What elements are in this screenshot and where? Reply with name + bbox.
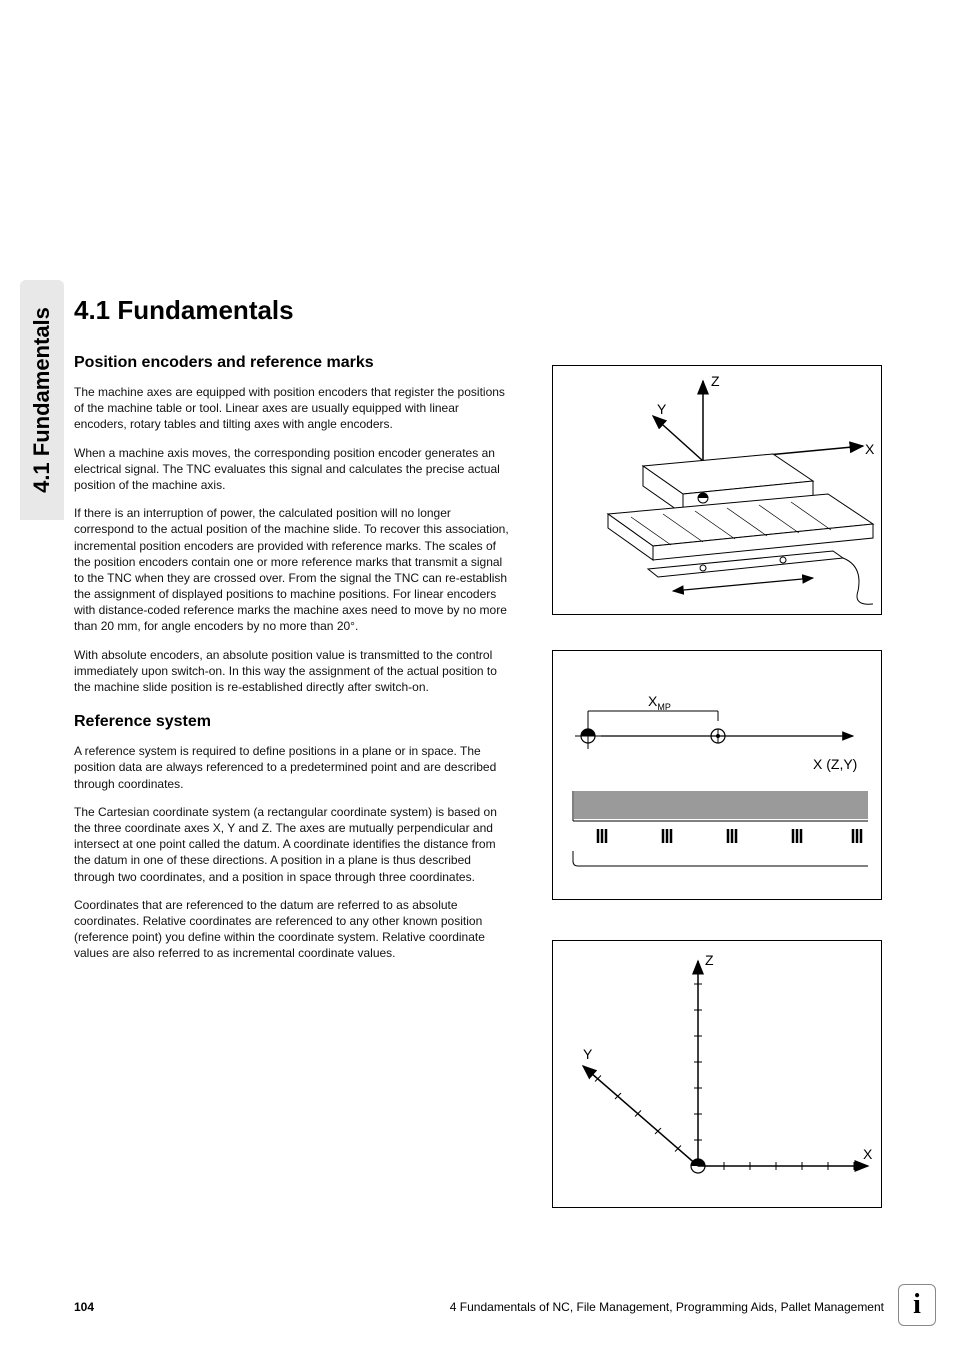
section1-p1: The machine axes are equipped with posit… xyxy=(74,384,514,433)
page-footer: 104 4 Fundamentals of NC, File Managemen… xyxy=(74,1300,884,1314)
page-number: 104 xyxy=(74,1300,94,1314)
figure-linear-scale: XMP X (Z,Y) xyxy=(552,650,882,900)
linear-scale-diagram: XMP X (Z,Y) xyxy=(553,651,883,901)
section1-p3: If there is an interruption of power, th… xyxy=(74,505,514,635)
main-content: 4.1 Fundamentals Position encoders and r… xyxy=(74,295,514,973)
section2-p3: Coordinates that are referenced to the d… xyxy=(74,897,514,962)
axis-z-label: Z xyxy=(705,952,714,968)
side-tab: 4.1 Fundamentals xyxy=(20,280,64,520)
info-icon: i xyxy=(898,1284,936,1326)
axis-y-label: Y xyxy=(657,401,667,417)
axis-x-label: X xyxy=(865,441,875,457)
xmp-label: XMP xyxy=(648,693,671,712)
section2-p2: The Cartesian coordinate system (a recta… xyxy=(74,804,514,885)
section2-title: Reference system xyxy=(74,713,514,731)
figure-cartesian: Z X Y xyxy=(552,940,882,1208)
page-heading: 4.1 Fundamentals xyxy=(74,295,514,326)
side-tab-label: 4.1 Fundamentals xyxy=(29,307,55,493)
section1-p2: When a machine axis moves, the correspon… xyxy=(74,445,514,494)
figure-machine-table: Z Y X xyxy=(552,365,882,615)
machine-table-diagram: Z Y X xyxy=(553,366,883,616)
section1-title: Position encoders and reference marks xyxy=(74,354,514,372)
axis-z-label: Z xyxy=(711,373,720,389)
axis-xzy-label: X (Z,Y) xyxy=(813,756,857,772)
axis-x-label: X xyxy=(863,1146,873,1162)
cartesian-diagram: Z X Y xyxy=(553,941,883,1209)
chapter-title: 4 Fundamentals of NC, File Management, P… xyxy=(450,1300,884,1314)
section1-p4: With absolute encoders, an absolute posi… xyxy=(74,647,514,696)
section2-p1: A reference system is required to define… xyxy=(74,743,514,792)
axis-y-label: Y xyxy=(583,1046,593,1062)
